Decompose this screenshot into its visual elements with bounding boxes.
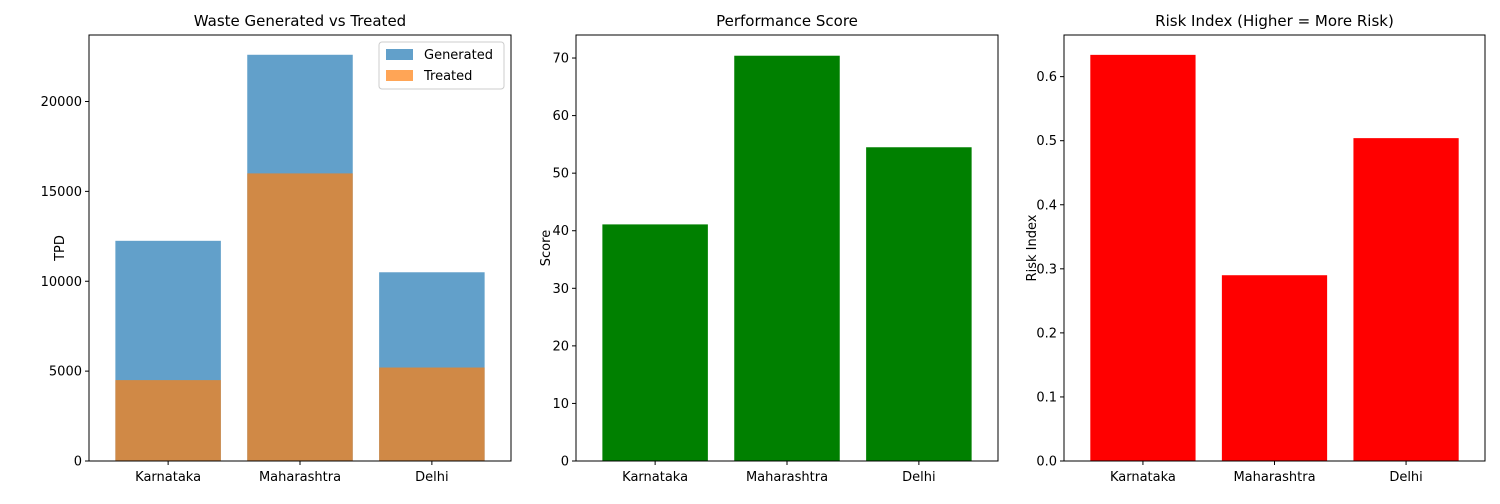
bar-value-maharashtra [734, 55, 840, 461]
y-tick-label: 60 [552, 109, 569, 124]
y-tick-label: 0.2 [1036, 326, 1057, 341]
y-tick-label: 0 [74, 455, 82, 470]
bar-value-delhi [1353, 138, 1459, 461]
y-tick-label: 20000 [41, 95, 82, 110]
bar-value-karnataka [602, 224, 708, 461]
legend-entry: Treated [423, 69, 472, 84]
y-tick-label: 40 [552, 224, 569, 239]
legend: Generated Treated [378, 41, 505, 90]
bar-treated-maharashtra [247, 173, 353, 461]
bar-value-delhi [866, 147, 972, 461]
y-axis-label: Risk Index [1025, 214, 1040, 281]
x-tick-label: Maharashtra [1233, 470, 1315, 485]
chart-panel-2: 0 10 20 30 40 50 60 70 Karnataka Maharashtra Delhi… [539, 12, 999, 485]
x-tick-label: Delhi [1389, 470, 1422, 485]
legend-swatch [386, 49, 413, 60]
y-tick-label: 0.6 [1036, 70, 1057, 85]
legend-swatch [386, 70, 413, 81]
y-tick-label: 0.5 [1036, 134, 1057, 149]
y-tick-label: 15000 [41, 185, 82, 200]
y-axis-label: Score [539, 230, 554, 266]
y-tick-label: 10 [552, 397, 569, 412]
y-tick-label: 0.3 [1036, 262, 1057, 277]
chart-title: Performance Score [716, 12, 858, 30]
bar-value-maharashtra [1221, 275, 1328, 461]
y-tick-label: 0 [561, 455, 569, 470]
y-tick-label: 0.0 [1036, 455, 1057, 470]
y-axis-label: TPD [53, 235, 68, 262]
x-tick-label: Delhi [415, 470, 448, 485]
y-tick-label: 5000 [49, 365, 82, 380]
x-tick-label: Delhi [902, 470, 935, 485]
bar-value-karnataka [1090, 54, 1196, 462]
bar-treated-delhi [379, 367, 485, 461]
y-tick-label: 0.4 [1036, 198, 1057, 213]
x-tick-label: Karnataka [622, 470, 688, 485]
chart-panel-1: 0 5000 10000 15000 20000 Karnataka Maharashtra… [41, 12, 512, 485]
x-tick-label: Maharashtra [259, 470, 341, 485]
x-tick-label: Karnataka [1110, 470, 1176, 485]
bar-treated-karnataka [115, 380, 221, 461]
y-tick-label: 50 [552, 167, 569, 182]
legend-entry: Generated [424, 48, 493, 63]
y-tick-label: 20 [552, 339, 569, 354]
y-tick-label: 0.1 [1036, 390, 1057, 405]
y-tick-label: 30 [552, 282, 569, 297]
y-tick-label: 10000 [41, 275, 82, 290]
chart-title: Waste Generated vs Treated [194, 12, 406, 30]
chart-title: Risk Index (Higher = More Risk) [1155, 12, 1394, 30]
x-tick-label: Karnataka [135, 470, 201, 485]
x-tick-label: Maharashtra [746, 470, 828, 485]
y-tick-label: 70 [552, 52, 569, 67]
chart-panel-3: 0.0 0.1 0.2 0.3 0.4 0.5 0.6 Karnataka Maharashtr… [1025, 12, 1486, 485]
